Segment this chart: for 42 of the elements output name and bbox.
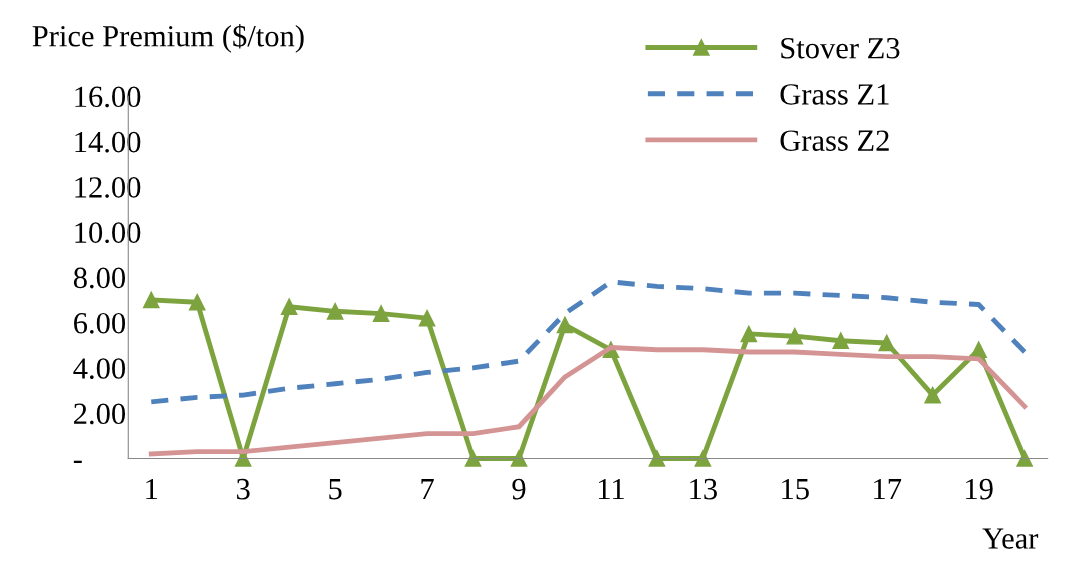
point xyxy=(510,450,528,467)
point xyxy=(464,450,482,467)
legend-label: Stover Z3 xyxy=(781,37,900,59)
point xyxy=(372,305,390,322)
point xyxy=(188,293,206,311)
line-series xyxy=(148,279,1028,405)
y-tick-label: 2.00 xyxy=(74,403,126,425)
x-tick-label: 15 xyxy=(782,478,809,500)
x-tick-label: 9 xyxy=(512,478,526,500)
y-tick-label: 10.00 xyxy=(75,222,141,244)
point xyxy=(648,450,666,467)
x-tick-label: 13 xyxy=(690,478,717,500)
point xyxy=(878,334,896,352)
x-tick-label: 17 xyxy=(874,478,902,500)
x-tick-label: 5 xyxy=(329,479,342,500)
x-axis-title: Year xyxy=(982,528,1039,549)
x-tick-label: 11 xyxy=(598,478,624,500)
y-tick-label: 4.00 xyxy=(73,358,126,379)
point xyxy=(280,298,298,316)
y-tick-label: 12.00 xyxy=(75,177,141,198)
y-tick-label: 16.00 xyxy=(75,86,141,108)
y-axis-title: Price Premium ($/ton) xyxy=(32,24,304,53)
point xyxy=(924,386,942,404)
x-tick-label: 19 xyxy=(966,478,993,500)
point xyxy=(326,302,344,320)
x-tick-label: 3 xyxy=(237,478,250,500)
point xyxy=(694,450,712,467)
legend-label: Grass Z2 xyxy=(780,130,889,151)
legend-label: Grass Z1 xyxy=(780,84,889,105)
y-tick-label: 14.00 xyxy=(75,131,141,153)
y-tick-label: 8.00 xyxy=(73,267,126,289)
y-tick-label: - xyxy=(73,460,82,463)
y-tick-label: 6.00 xyxy=(74,312,126,334)
point xyxy=(740,325,758,343)
point xyxy=(786,327,804,345)
point xyxy=(418,309,436,327)
point xyxy=(556,316,574,334)
point xyxy=(832,332,850,350)
point xyxy=(1016,450,1033,467)
x-tick-label: 1 xyxy=(146,478,158,500)
point xyxy=(142,291,160,309)
x-tick-label: 7 xyxy=(421,479,434,500)
